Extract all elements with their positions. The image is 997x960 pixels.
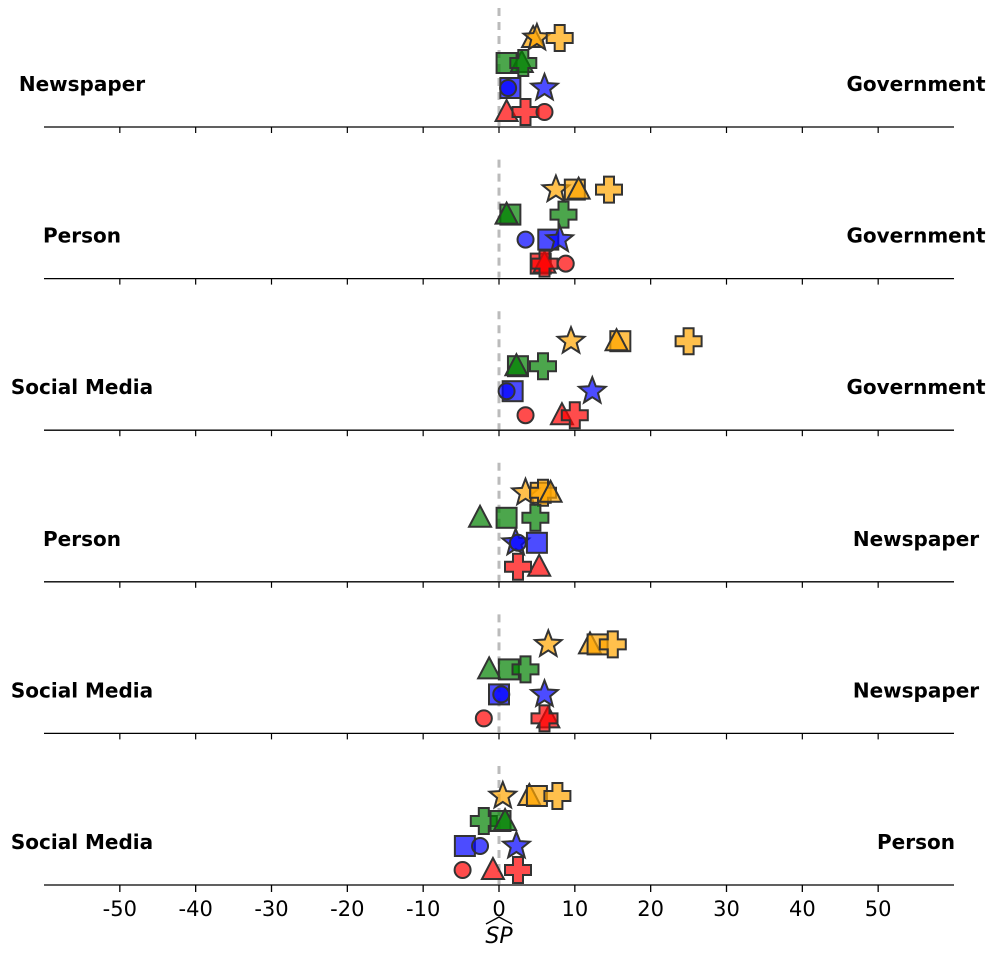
point-blue-star <box>543 222 576 254</box>
point-red-circle <box>556 254 575 273</box>
point-red-plus <box>560 401 589 430</box>
point-yellow-plus <box>545 24 574 52</box>
point-yellow-plus <box>543 782 572 810</box>
point-blue-circle <box>492 685 511 704</box>
point-blue-circle <box>508 533 527 552</box>
point-red-plus <box>504 552 532 581</box>
panel-row: Person Government <box>43 127 986 280</box>
point-red-plus <box>530 249 559 278</box>
point-red-circle <box>453 861 472 879</box>
point-blue-star <box>500 829 533 860</box>
point-yellow-star <box>486 779 519 810</box>
point-yellow-star <box>532 627 565 658</box>
point-green-plus <box>509 49 538 77</box>
point-green-plus <box>469 807 498 835</box>
x-tick-label: -40 <box>179 897 213 921</box>
row-right-label: Newspaper <box>853 678 979 702</box>
x-tick-label: -20 <box>330 897 364 921</box>
row-left-label: Person <box>43 527 121 551</box>
row-right-label: Government <box>846 375 986 399</box>
x-tick-label: -10 <box>406 897 440 921</box>
x-tick-label: 40 <box>789 897 816 921</box>
point-green-triangle <box>503 352 530 377</box>
point-blue-star <box>576 374 609 405</box>
point-yellow-plus <box>595 175 623 204</box>
point-green-plus <box>521 503 550 532</box>
x-tick-label: 0 <box>492 897 505 921</box>
point-green-plus <box>549 200 578 229</box>
panel-row: Newspaper Government <box>19 21 986 128</box>
point-green-plus <box>529 352 557 381</box>
point-blue-circle <box>516 230 535 249</box>
point-red-plus <box>504 856 532 884</box>
x-tick-label: 20 <box>637 897 664 921</box>
panels: Newspaper Government Person Government Socia… <box>11 8 986 886</box>
x-axis-label: SP <box>485 924 513 949</box>
x-tick-label: 30 <box>713 897 740 921</box>
point-yellow-star <box>555 324 588 355</box>
row-left-label: Social Media <box>11 678 153 702</box>
panel-row: Person Newspaper <box>43 430 979 583</box>
panel-row: Social Media Person <box>11 733 955 886</box>
point-blue-star <box>528 677 561 708</box>
point-green-triangle <box>476 655 502 680</box>
point-blue-circle <box>471 837 490 855</box>
point-yellow-triangle <box>565 175 592 200</box>
point-blue-circle <box>497 382 516 401</box>
x-tick-label: -30 <box>254 897 288 921</box>
point-green-square <box>495 506 518 529</box>
panel-row: Social Media Newspaper <box>11 581 979 735</box>
point-yellow-plus <box>674 327 703 356</box>
x-tick-label: 10 <box>561 897 588 921</box>
point-green-plus <box>511 655 540 684</box>
point-red-plus <box>511 98 540 126</box>
row-left-label: Person <box>43 224 121 248</box>
row-left-label: Newspaper <box>19 72 145 96</box>
point-yellow-triangle <box>537 478 564 503</box>
point-red-triangle <box>480 855 506 880</box>
point-red-circle <box>516 406 535 425</box>
point-red-circle <box>535 103 554 121</box>
point-yellow-plus <box>598 630 627 659</box>
x-tick-label: -50 <box>103 897 137 921</box>
row-right-label: Newspaper <box>853 527 979 551</box>
point-yellow-triangle <box>603 327 630 352</box>
point-red-triangle <box>526 552 552 577</box>
x-axis-label-hat <box>485 916 513 925</box>
point-blue-square <box>525 531 548 554</box>
point-blue-star <box>528 71 561 102</box>
point-green-triangle <box>467 503 493 528</box>
row-right-label: Government <box>846 224 986 248</box>
row-left-label: Social Media <box>11 830 153 854</box>
x-axis: -50 -40 -30 -20 -10 0 10 20 30 40 50 <box>103 885 892 921</box>
point-red-plus <box>530 704 559 733</box>
row-right-label: Government <box>846 72 986 96</box>
point-red-circle <box>474 709 493 728</box>
row-right-label: Person <box>877 830 955 854</box>
point-green-triangle <box>493 200 520 225</box>
point-green-triangle <box>492 806 518 831</box>
row-left-label: Social Media <box>11 375 153 399</box>
point-blue-circle <box>499 79 518 97</box>
x-tick-label: 50 <box>865 897 892 921</box>
